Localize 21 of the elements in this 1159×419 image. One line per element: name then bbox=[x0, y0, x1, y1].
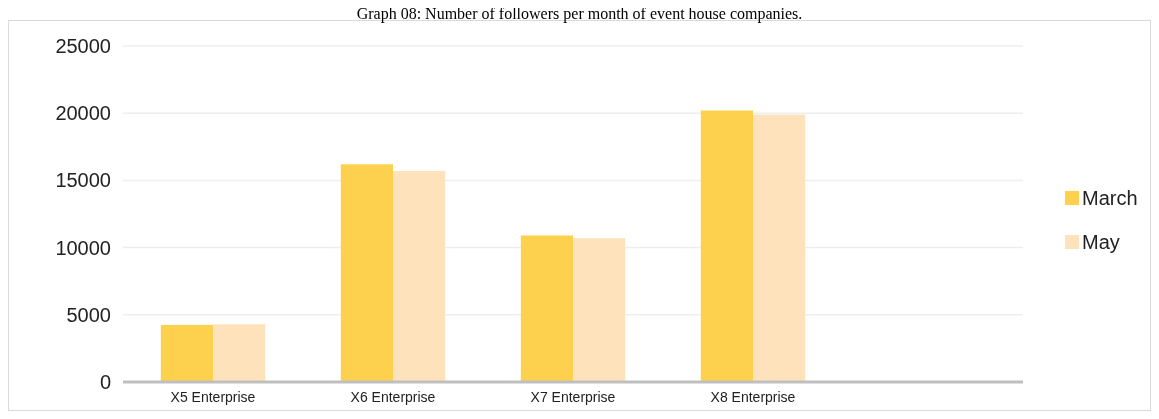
bar bbox=[753, 114, 806, 382]
bar bbox=[213, 324, 266, 382]
bar bbox=[520, 235, 573, 382]
y-tick-label: 10000 bbox=[55, 236, 111, 259]
bar bbox=[340, 164, 393, 382]
y-tick-label: 20000 bbox=[55, 102, 111, 125]
bar bbox=[393, 170, 446, 382]
y-tick-label: 15000 bbox=[55, 169, 111, 192]
y-tick-label: 0 bbox=[99, 371, 111, 393]
x-tick-label: X7 Enterprise bbox=[530, 389, 616, 405]
bar bbox=[700, 110, 753, 382]
y-tick-label: 5000 bbox=[66, 303, 111, 326]
legend-label: March bbox=[1082, 187, 1138, 209]
bar bbox=[573, 238, 626, 382]
x-tick-label: X5 Enterprise bbox=[170, 389, 256, 405]
chart-title: Graph 08: Number of followers per month of event house companies. bbox=[356, 5, 803, 23]
x-tick-label: X8 Enterprise bbox=[710, 389, 796, 405]
y-tick-label: 25000 bbox=[55, 35, 111, 57]
legend-label: May bbox=[1082, 231, 1120, 253]
x-tick-label: X6 Enterprise bbox=[350, 389, 436, 405]
bar bbox=[160, 324, 213, 382]
